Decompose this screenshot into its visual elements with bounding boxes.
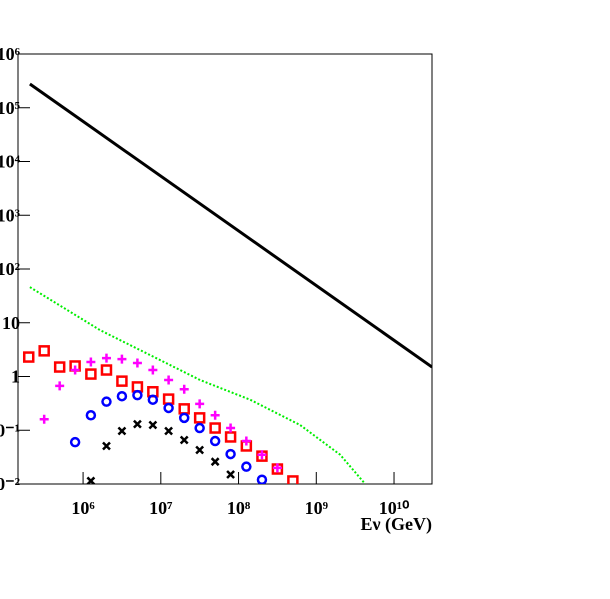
cross-marker — [195, 445, 205, 455]
cross-marker — [179, 435, 189, 445]
plus-marker — [179, 384, 189, 394]
y-tick-label: 10⁴ — [0, 152, 21, 172]
y-tick-label: 10 — [2, 313, 20, 333]
plus-marker — [70, 365, 80, 375]
cross-marker — [226, 470, 235, 479]
y-tick-label: 10² — [0, 259, 20, 279]
circle-marker — [241, 461, 252, 472]
circle-marker — [178, 412, 190, 424]
plus-marker — [101, 353, 111, 363]
plus-marker — [117, 354, 127, 364]
y-tick-label: 10⁻¹ — [0, 420, 20, 440]
plus-marker — [39, 414, 49, 424]
square-marker — [178, 403, 190, 415]
plus-marker — [148, 365, 158, 375]
x-tick-label: 10⁹ — [305, 498, 329, 518]
y-tick-label: 10⁻² — [0, 474, 20, 494]
curve — [29, 286, 366, 484]
circle-marker — [69, 436, 81, 448]
plus-marker — [164, 375, 174, 385]
y-tick-label: 10³ — [0, 205, 21, 225]
plus-marker — [226, 423, 236, 433]
plus-marker — [55, 381, 65, 391]
plot-area — [22, 82, 432, 484]
x-tick-label: 10⁸ — [227, 498, 251, 518]
x-tick-label: 10¹⁰ — [379, 498, 410, 518]
x-tick-label: 10⁷ — [149, 498, 173, 518]
plus-marker — [195, 399, 205, 409]
circle-marker — [163, 402, 174, 414]
cross-marker — [102, 441, 111, 451]
circle-marker — [116, 390, 128, 402]
plus-marker — [132, 358, 142, 368]
cross-marker — [133, 419, 142, 429]
square-marker — [287, 475, 299, 484]
circle-marker — [101, 396, 112, 407]
circle-marker — [147, 394, 159, 405]
square-marker — [53, 361, 66, 373]
square-marker — [209, 422, 221, 434]
plus-marker — [257, 450, 267, 460]
x-tick-label: 10⁶ — [71, 498, 95, 518]
y-tick-label: 10⁵ — [0, 98, 21, 118]
circle-marker — [256, 474, 268, 484]
circle-marker — [194, 422, 205, 434]
circle-marker — [132, 389, 143, 401]
square-marker — [193, 412, 206, 424]
plus-marker — [241, 436, 251, 446]
square-marker — [162, 393, 175, 405]
x-axis-title: Eν (GeV) — [360, 514, 432, 535]
square-marker — [85, 368, 97, 380]
cross-marker — [210, 457, 220, 467]
circle-marker — [85, 410, 97, 421]
square-marker — [38, 345, 50, 357]
plus-marker — [272, 463, 282, 473]
circle-marker — [209, 435, 221, 447]
square-marker — [100, 364, 113, 376]
cross-marker — [86, 476, 96, 484]
cross-marker — [148, 420, 158, 430]
y-tick-label: 10⁶ — [0, 44, 21, 64]
y-tick-label: 1 — [11, 367, 20, 387]
cross-marker — [164, 426, 173, 436]
square-marker — [116, 375, 128, 387]
curve — [29, 82, 432, 369]
cross-marker — [117, 426, 127, 436]
square-marker — [22, 351, 35, 363]
plus-marker — [210, 410, 220, 420]
square-marker — [224, 431, 237, 443]
plus-marker — [86, 357, 96, 367]
circle-marker — [225, 448, 236, 460]
